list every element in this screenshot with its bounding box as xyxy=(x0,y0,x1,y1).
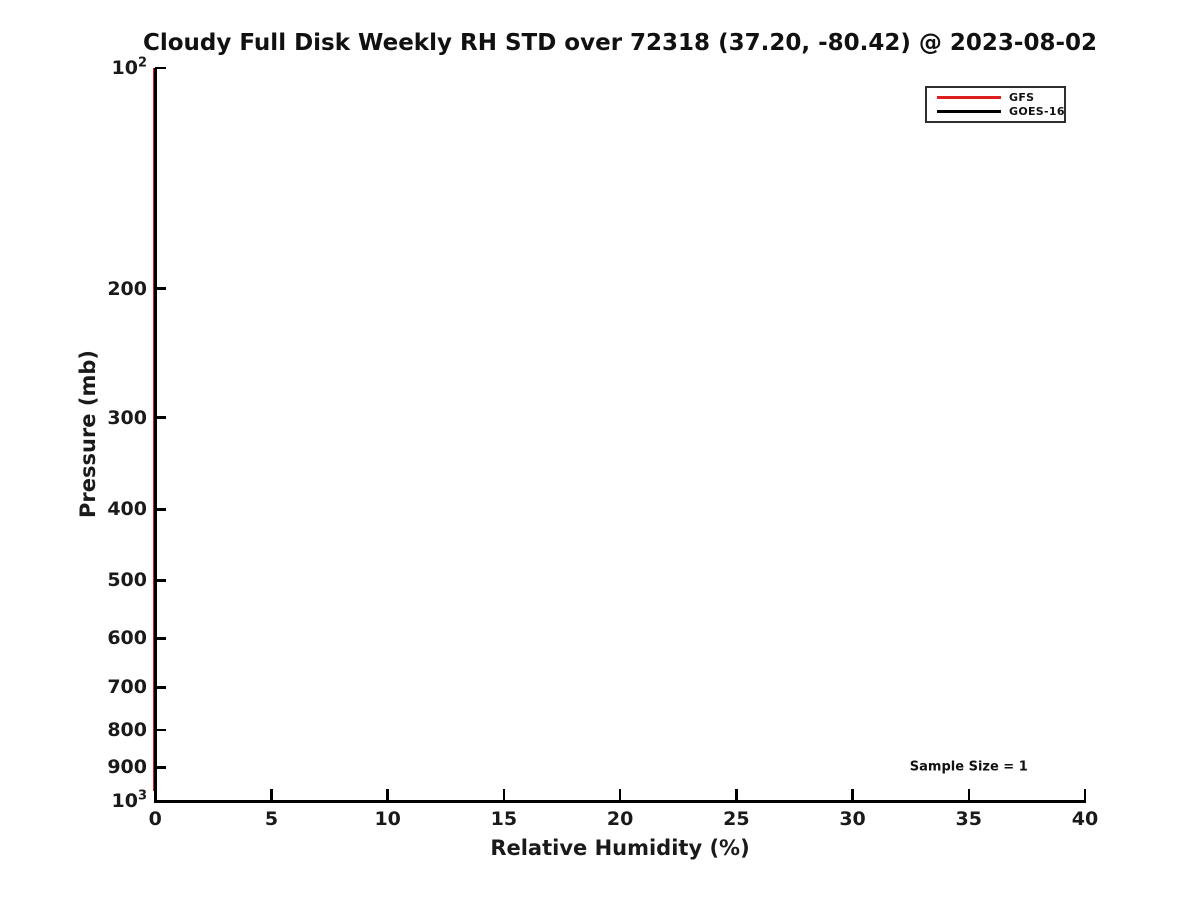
y-axis-spine xyxy=(154,68,157,803)
y-tick xyxy=(155,728,166,732)
x-tick-label: 30 xyxy=(839,808,866,830)
legend: GFS GOES-16 xyxy=(925,86,1066,123)
x-tick-label: 0 xyxy=(148,808,162,830)
y-tick-label: 500 xyxy=(107,569,147,592)
x-tick xyxy=(386,789,389,801)
y-tick xyxy=(155,508,166,511)
x-tick xyxy=(270,789,273,801)
x-tick-label: 15 xyxy=(490,808,518,830)
y-tick-label: 400 xyxy=(107,498,147,521)
y-tick-label: 900 xyxy=(107,756,147,779)
y-tick xyxy=(155,637,166,640)
y-tick-label: 200 xyxy=(107,277,147,300)
x-axis-label: Relative Humidity (%) xyxy=(490,836,750,860)
legend-line-swatch xyxy=(937,96,1001,99)
legend-entry-gfs: GFS xyxy=(937,91,1056,104)
x-tick xyxy=(1083,789,1087,801)
y-tick xyxy=(155,799,166,803)
y-tick-label: 700 xyxy=(107,676,147,699)
x-tick-label: 10 xyxy=(374,808,401,830)
y-tick xyxy=(155,287,166,290)
chart-title: Cloudy Full Disk Weekly RH STD over 7231… xyxy=(142,30,1098,56)
y-tick-label: 300 xyxy=(107,406,147,429)
x-tick xyxy=(967,789,971,801)
x-tick xyxy=(502,789,506,801)
y-tick-label: 600 xyxy=(107,627,147,650)
x-tick xyxy=(154,789,157,801)
legend-entry-label: GOES-16 xyxy=(1009,105,1065,118)
x-tick-label: 35 xyxy=(955,808,983,830)
x-tick-label: 20 xyxy=(606,808,634,830)
x-tick-label: 5 xyxy=(264,808,279,830)
legend-line-swatch xyxy=(937,110,1001,113)
sample-size-annotation: Sample Size = 1 xyxy=(909,759,1028,775)
y-tick xyxy=(155,579,166,582)
y-tick xyxy=(155,766,166,769)
x-tick xyxy=(735,789,738,801)
y-tick-label: 800 xyxy=(107,718,147,741)
x-tick xyxy=(618,789,622,801)
y-tick-label: 103 xyxy=(111,788,148,812)
y-tick xyxy=(155,686,166,689)
x-tick xyxy=(851,789,854,801)
y-tick-label: 102 xyxy=(111,55,148,79)
legend-entry-label: GFS xyxy=(1009,91,1035,104)
y-axis-label: Pressure (mb) xyxy=(76,350,100,518)
y-tick xyxy=(155,66,166,70)
y-tick xyxy=(155,416,166,419)
x-tick-label: 25 xyxy=(723,808,750,830)
legend-entry-goes-16: GOES-16 xyxy=(937,105,1064,118)
x-axis-spine xyxy=(154,800,1086,803)
x-tick-label: 40 xyxy=(1071,808,1099,830)
